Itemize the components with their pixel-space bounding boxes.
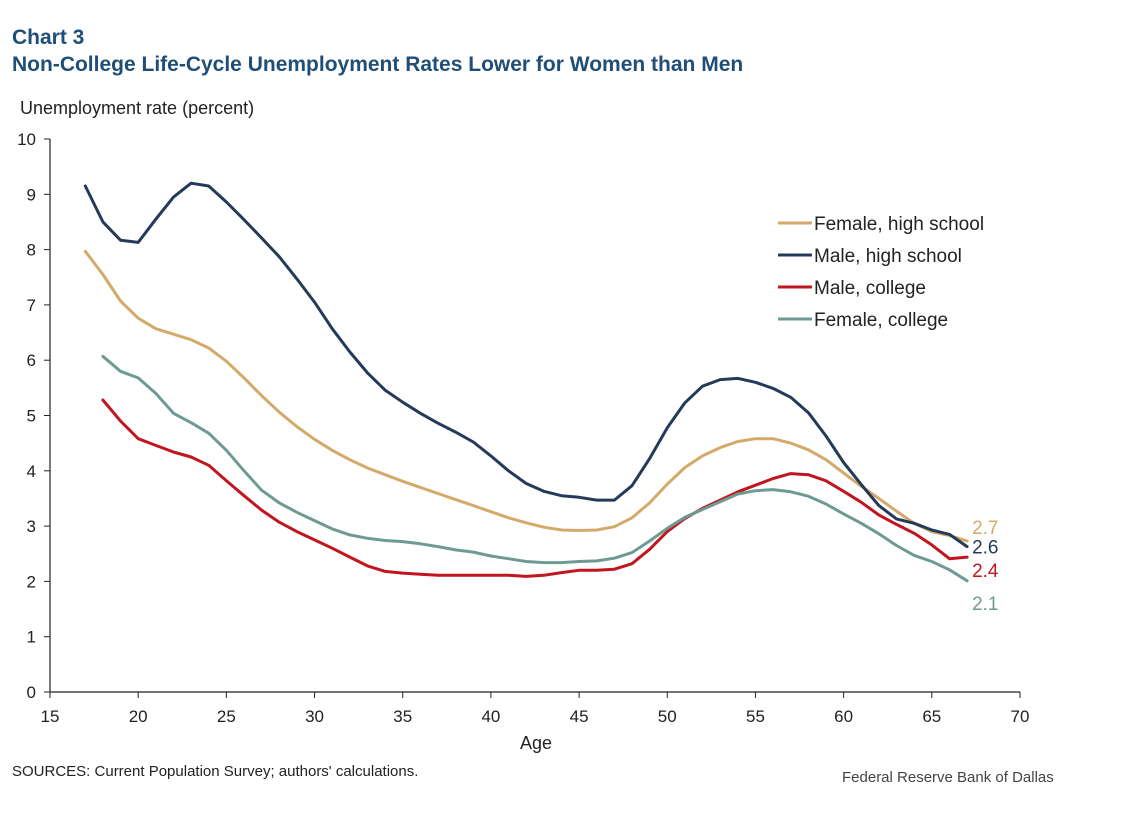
series-line-male-high-school — [83, 181, 969, 549]
source-note: SOURCES: Current Population Survey; auth… — [12, 763, 419, 780]
end-labels: 2.72.62.4 2.1 — [972, 518, 999, 615]
x-tick-label: 65 — [922, 707, 941, 726]
y-tick-label: 4 — [27, 462, 36, 481]
series-lines — [83, 181, 969, 583]
series-line-female-college — [101, 354, 969, 583]
legend-label-male-college: Male, college — [814, 278, 926, 299]
x-tick-label: 45 — [570, 707, 589, 726]
series-line-male-college — [101, 398, 969, 578]
y-tick-label: 9 — [27, 185, 36, 204]
chart-label: Chart 3 — [12, 26, 85, 49]
y-tick-label: 6 — [27, 351, 36, 370]
y-tick-label: 2 — [27, 572, 36, 591]
x-tick-label: 40 — [481, 707, 500, 726]
end-label-male-high-school: 2.6 — [972, 538, 998, 559]
x-tick-label: 60 — [834, 707, 853, 726]
y-tick-label: 8 — [27, 241, 36, 260]
x-tick-label: 50 — [658, 707, 677, 726]
legend-label-male-high-school: Male, high school — [814, 246, 962, 267]
x-axis-label: Age — [520, 733, 552, 753]
legend: Female, high school Male, high school Male… — [778, 214, 984, 331]
x-tick-label: 30 — [305, 707, 324, 726]
legend-label-female-high-school: Female, high school — [814, 214, 984, 235]
credit-note: Federal Reserve Bank of Dallas — [842, 769, 1054, 786]
y-tick-label: 3 — [27, 517, 36, 536]
series-line-female-high-school — [83, 249, 969, 543]
y-tick-label: 5 — [27, 407, 36, 426]
y-tick-label: 10 — [17, 130, 36, 149]
x-tick-label: 55 — [746, 707, 765, 726]
y-axis-label: Unemployment rate (percent) — [20, 98, 254, 118]
chart-title: Non-College Life-Cycle Unemployment Rate… — [12, 53, 744, 76]
end-label-female-high-school: 2.7 — [972, 518, 998, 539]
x-tick-label: 35 — [393, 707, 412, 726]
y-tick-label: 1 — [27, 628, 36, 647]
end-label-female-college: 2.1 — [972, 594, 998, 615]
x-tick-label: 25 — [217, 707, 236, 726]
x-tick-label: 70 — [1011, 707, 1030, 726]
x-tick-label: 15 — [41, 707, 60, 726]
y-tick-label: 0 — [27, 683, 36, 702]
y-tick-label: 7 — [27, 296, 36, 315]
end-label-male-college: 2.4 — [972, 561, 999, 582]
x-tick-label: 20 — [129, 707, 148, 726]
legend-label-female-college: Female, college — [814, 310, 948, 331]
